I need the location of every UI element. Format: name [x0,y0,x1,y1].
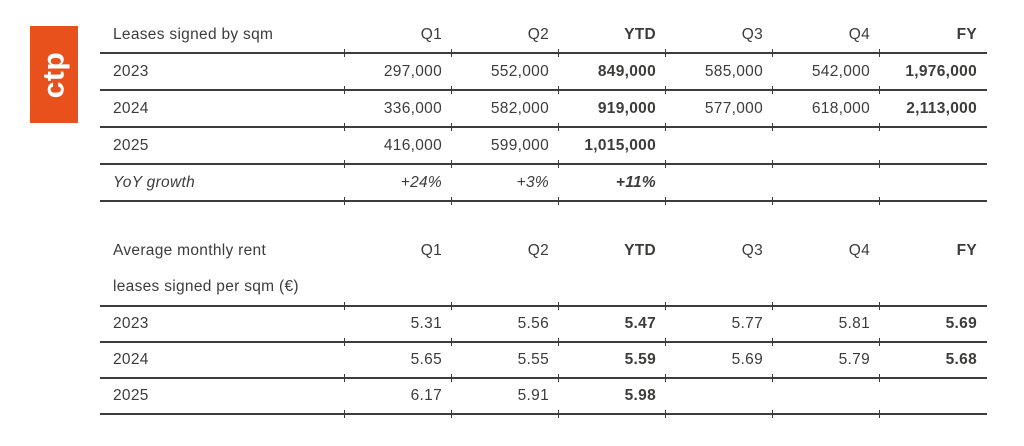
table-row-2024: 2024 336,000 582,000 919,000 577,000 618… [100,90,987,130]
leases-signed-table: Leases signed by sqm Q1 Q2 YTD Q3 Q4 FY … [100,17,987,204]
content: Leases signed by sqm Q1 Q2 YTD Q3 Q4 FY … [100,17,987,417]
row-label: 2025 [100,127,345,165]
table-title: Leases signed by sqm [100,17,345,54]
table-cell: 5.77 [665,306,773,345]
row-label: 2025 [100,378,345,415]
table-cell: +24% [344,164,452,204]
table-header-row: Leases signed by sqm Q1 Q2 YTD Q3 Q4 FY [100,17,987,57]
column-header-q3: Q3 [665,17,773,57]
table-cell: 5.65 [344,342,452,381]
table-cell: 2,113,000 [879,90,987,130]
table-row-2025: 2025 6.17 5.91 5.98 [100,378,987,417]
table-cell: 336,000 [344,90,452,130]
table-cell [879,164,987,204]
table-cell: 542,000 [772,53,880,93]
table-cell: 1,015,000 [558,127,666,167]
table-title-line1: Average monthly rent [113,242,267,259]
table-cell: 416,000 [344,127,452,167]
table-cell: 5.81 [772,306,880,345]
column-header-q1: Q1 [344,233,452,310]
table-cell [879,127,987,167]
row-label: 2023 [100,306,345,343]
table-cell: 5.31 [344,306,452,345]
table-row-2023: 2023 297,000 552,000 849,000 585,000 542… [100,53,987,93]
table-cell: 5.59 [558,342,666,381]
table-cell: 582,000 [451,90,559,130]
table-cell: 1,976,000 [879,53,987,93]
table-cell: 552,000 [451,53,559,93]
table-cell: 5.79 [772,342,880,381]
table-cell [665,127,773,167]
table-cell: +3% [451,164,559,204]
column-header-q1: Q1 [344,17,452,57]
table-cell [772,164,880,204]
table-cell [772,378,880,417]
column-header-ytd: YTD [558,233,666,310]
table-cell: 5.69 [879,306,987,345]
row-label: 2023 [100,53,345,91]
table-title: Average monthly rent leases signed per s… [100,233,345,307]
table-cell: 5.98 [558,378,666,417]
table-cell [665,378,773,417]
table-row-yoy-growth: YoY growth +24% +3% +11% [100,164,987,204]
table-cell: 585,000 [665,53,773,93]
table-cell [879,378,987,417]
table-row-2025: 2025 416,000 599,000 1,015,000 [100,127,987,167]
table-row-2023: 2023 5.31 5.56 5.47 5.77 5.81 5.69 [100,306,987,345]
column-header-q2: Q2 [451,17,559,57]
table-cell: 618,000 [772,90,880,130]
column-header-q4: Q4 [772,17,880,57]
table-cell: 599,000 [451,127,559,167]
table-cell: 5.47 [558,306,666,345]
column-header-q4: Q4 [772,233,880,310]
table-cell: 297,000 [344,53,452,93]
table-cell: 919,000 [558,90,666,130]
table-cell: 5.55 [451,342,559,381]
row-label: YoY growth [100,164,345,202]
column-header-q2: Q2 [451,233,559,310]
table-cell: 5.91 [451,378,559,417]
table-cell: 6.17 [344,378,452,417]
ctp-logo-text: ctp [37,51,70,98]
column-header-fy: FY [879,233,987,310]
table-cell: 5.56 [451,306,559,345]
table-row-2024: 2024 5.65 5.55 5.59 5.69 5.79 5.68 [100,342,987,381]
column-header-q3: Q3 [665,233,773,310]
row-label: 2024 [100,342,345,379]
ctp-logo: ctp [30,26,78,123]
table-cell [665,164,773,204]
table-cell [772,127,880,167]
table-title-line2: leases signed per sqm (€) [113,278,299,295]
row-label: 2024 [100,90,345,128]
table-cell: 5.69 [665,342,773,381]
table-cell: +11% [558,164,666,204]
average-rent-table: Average monthly rent leases signed per s… [100,233,987,417]
table-header-row: Average monthly rent leases signed per s… [100,233,987,310]
table-cell: 5.68 [879,342,987,381]
table-cell: 849,000 [558,53,666,93]
column-header-fy: FY [879,17,987,57]
column-header-ytd: YTD [558,17,666,57]
table-cell: 577,000 [665,90,773,130]
